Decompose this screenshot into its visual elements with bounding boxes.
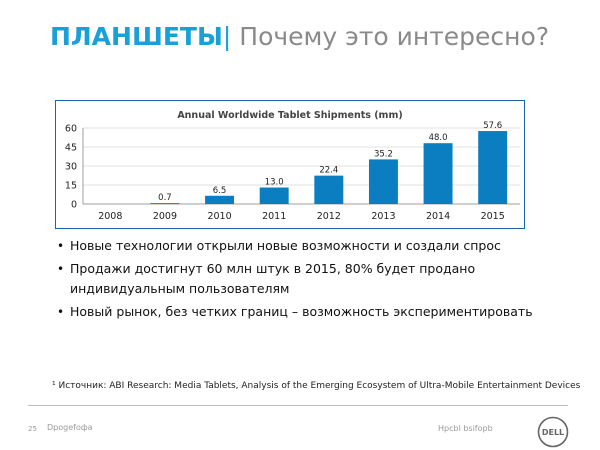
source-footnote: ¹ Источник: ABI Research: Media Tablets,… (52, 381, 581, 391)
bar-chart: Annual Worldwide Tablet Shipments (mm) 0 1… (65, 110, 520, 222)
title-main: ПЛАНШЕТЫ (50, 22, 223, 51)
footer-divider (28, 405, 568, 406)
data-label: 22.4 (319, 166, 338, 176)
bar-2012 (314, 175, 344, 204)
footer-left-text: Dpogefoфa (47, 423, 93, 432)
data-label: 13.0 (265, 178, 284, 188)
bar-2015 (478, 131, 508, 204)
x-tick-label: 2011 (262, 211, 286, 222)
y-tick-label: 60 (65, 124, 77, 135)
page-number: 25 (28, 425, 37, 433)
dell-logo: DELL (537, 416, 569, 448)
y-tick-label: 45 (65, 143, 77, 154)
bullet-item: Продажи достигнут 60 млн штук в 2015, 80… (52, 259, 572, 299)
data-label: 0.7 (158, 193, 172, 203)
bar-2010 (205, 195, 235, 204)
bar-2013 (368, 159, 398, 204)
y-tick-label: 0 (71, 200, 77, 211)
x-tick-label: 2009 (153, 211, 177, 222)
chart-title: Annual Worldwide Tablet Shipments (mm) (177, 110, 402, 121)
logo-text: DELL (542, 428, 564, 437)
title-subtitle: Почему это интересно? (231, 22, 550, 51)
data-label: 6.5 (213, 186, 227, 196)
x-tick-label: 2008 (98, 211, 122, 222)
x-tick-label: 2010 (207, 211, 231, 222)
bar-2014 (423, 143, 453, 204)
data-label: 35.2 (374, 149, 393, 159)
footer-right-text: Hpcbl bsifopb (438, 424, 493, 433)
bullet-list: Новые технологии открыли новые возможнос… (52, 236, 572, 325)
slide-title: ПЛАНШЕТЫ| Почему это интересно? (50, 22, 549, 51)
bullet-item: Новый рынок, без четких границ – возможн… (52, 302, 572, 322)
y-tick-label: 15 (65, 181, 77, 192)
title-separator: | (222, 22, 232, 51)
x-tick-label: 2013 (371, 211, 395, 222)
data-label: 57.6 (483, 121, 502, 131)
bullet-item: Новые технологии открыли новые возможнос… (52, 236, 572, 256)
bar-2011 (259, 187, 289, 204)
x-tick-label: 2012 (317, 211, 341, 222)
bar-2009 (150, 203, 180, 204)
data-label: 48.0 (429, 133, 448, 143)
x-tick-label: 2014 (426, 211, 450, 222)
chart-frame: Annual Worldwide Tablet Shipments (mm) 0 1… (55, 100, 525, 229)
y-tick-label: 30 (65, 162, 77, 173)
x-tick-label: 2015 (481, 211, 505, 222)
